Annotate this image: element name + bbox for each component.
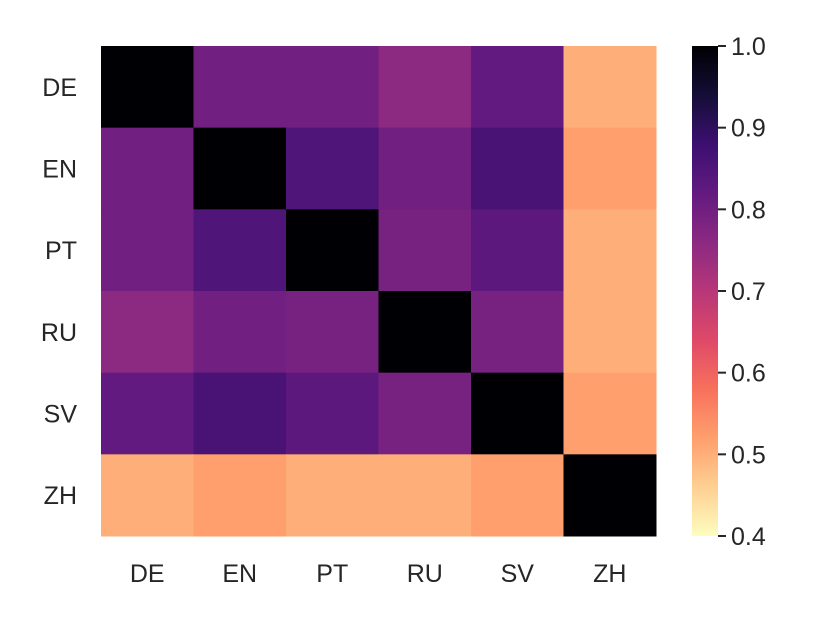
y-tick-label: SV [44, 401, 78, 429]
heatmap-cell-zh-zh [563, 454, 657, 537]
heatmap-cell-ru-ru [378, 291, 472, 374]
heatmap-cell-ru-en [193, 291, 287, 374]
heatmap-cell-en-pt [286, 127, 379, 210]
heatmap-cell-de-en [193, 46, 287, 129]
heatmap-cell-ru-zh [563, 291, 657, 374]
colorbar-tick-label: 0.8 [731, 196, 766, 224]
x-tick-label: DE [130, 560, 165, 588]
heatmap-cell-sv-zh [563, 372, 657, 455]
heatmap-cell-pt-zh [563, 209, 657, 292]
colorbar-tick-label: 0.5 [731, 441, 766, 469]
heatmap-cell-de-sv [471, 46, 564, 129]
heatmap-cell-sv-en [193, 372, 287, 455]
colorbar-tick-label: 1.0 [731, 33, 766, 61]
heatmap-cell-pt-ru [378, 209, 472, 292]
heatmap-cell-ru-sv [471, 291, 564, 374]
heatmap-cell-sv-sv [471, 372, 564, 455]
heatmap-cell-de-pt [286, 46, 379, 129]
colorbar-tick-label: 0.6 [731, 360, 766, 388]
colorbar-tick-label: 0.4 [731, 523, 766, 551]
y-axis-tick-labels: DE EN PT RU SV ZH [41, 74, 77, 510]
heatmap-cells [101, 46, 657, 537]
heatmap-cell-en-ru [378, 127, 472, 210]
heatmap-cell-sv-de [101, 372, 194, 455]
heatmap-cell-de-zh [563, 46, 657, 129]
heatmap-cell-zh-en [193, 454, 287, 537]
heatmap-cell-en-zh [563, 127, 657, 210]
x-tick-label: RU [407, 560, 443, 588]
y-tick-label: ZH [44, 482, 77, 510]
colorbar-tick-label: 0.7 [731, 278, 766, 306]
y-tick-label: DE [42, 74, 77, 102]
heatmap-cell-zh-ru [378, 454, 472, 537]
colorbar: 0.4 0.5 0.6 0.7 0.8 0.9 1.0 [692, 33, 766, 551]
heatmap-cell-pt-de [101, 209, 194, 292]
x-tick-label: SV [501, 560, 535, 588]
heatmap-cell-zh-pt [286, 454, 379, 537]
heatmap-cell-en-de [101, 127, 194, 210]
heatmap-cell-en-sv [471, 127, 564, 210]
heatmap-cell-de-de [101, 46, 194, 129]
y-tick-label: RU [41, 319, 77, 347]
heatmap-cell-zh-sv [471, 454, 564, 537]
colorbar-tick-label: 0.9 [731, 115, 766, 143]
colorbar-gradient [692, 46, 718, 536]
heatmap-cell-zh-de [101, 454, 194, 537]
x-axis-tick-labels: DE EN PT RU SV ZH [130, 560, 627, 588]
y-tick-label: EN [42, 156, 77, 184]
heatmap-cell-ru-pt [286, 291, 379, 374]
heatmap-cell-de-ru [378, 46, 472, 129]
x-tick-label: ZH [593, 560, 626, 588]
y-tick-label: PT [45, 237, 77, 265]
heatmap-cell-pt-sv [471, 209, 564, 292]
heatmap-cell-sv-pt [286, 372, 379, 455]
heatmap-cell-sv-ru [378, 372, 472, 455]
x-tick-label: EN [222, 560, 257, 588]
heatmap-cell-ru-de [101, 291, 194, 374]
heatmap-cell-pt-pt [286, 209, 379, 292]
x-tick-label: PT [316, 560, 348, 588]
heatmap-cell-en-en [193, 127, 287, 210]
heatmap-cell-pt-en [193, 209, 287, 292]
